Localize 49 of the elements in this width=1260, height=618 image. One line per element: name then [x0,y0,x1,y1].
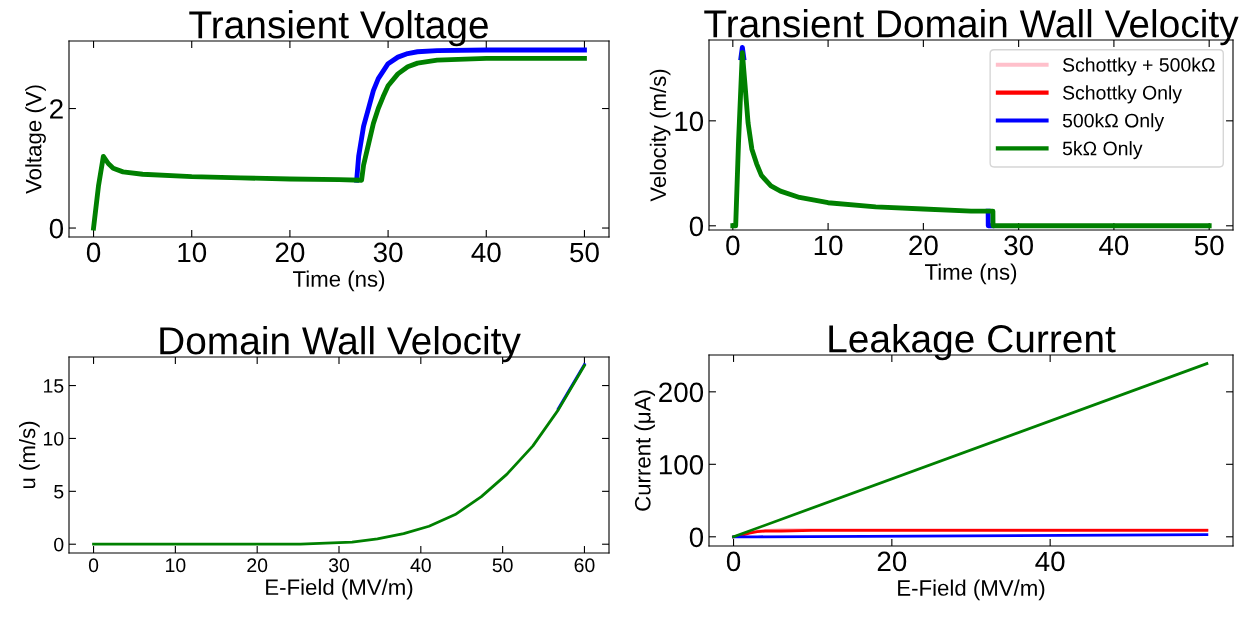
x-tick-label: 20 [247,558,268,573]
legend-label: Schottky Only [1062,85,1182,104]
y-tick-label: 100 [659,454,704,475]
chart-title: Leakage Current [829,324,1116,361]
x-tick-label: 0 [88,558,99,573]
chart-title: Transient Voltage [189,10,488,47]
y-axis-title: Voltage (V) [25,85,46,194]
y-tick-label: 5 [54,485,64,499]
x-tick-label: 0 [726,551,741,572]
y-tick-label: 0 [689,216,704,237]
y-tick-label: 200 [659,382,704,403]
x-axis-title: Time (ns) [293,270,385,292]
x-tick-label: 20 [877,551,907,572]
y-tick-label: 15 [44,379,64,393]
x-tick-label: 40 [471,242,501,263]
y-axis-title: Velocity (m/s) [649,69,671,202]
x-tick-label: 40 [410,558,431,573]
x-axis-title: Time (ns) [925,263,1017,285]
y-axis-title: u (m/s) [19,421,40,489]
x-tick-label: 50 [492,558,513,573]
x-tick-label: 40 [1035,551,1065,572]
y-tick-label: 0 [689,527,704,548]
x-tick-label: 30 [1004,235,1033,256]
x-tick-label: 0 [86,242,101,263]
x-tick-label: 30 [328,558,350,573]
y-tick-label: 0 [49,218,64,239]
chart-title: Domain Wall Velocity [160,326,521,363]
x-tick-label: 20 [275,242,305,263]
x-tick-label: 20 [909,235,938,256]
x-tick-label: 10 [166,558,186,573]
legend-label: 500kΩ Only [1062,113,1165,132]
x-tick-label: 30 [373,242,403,263]
y-tick-label: 10 [675,111,704,132]
x-tick-label: 40 [1099,235,1129,256]
legend-label: Schottky + 500kΩ [1062,57,1215,76]
y-tick-label: 10 [44,431,64,446]
y-axis-title: Current (μA) [634,390,656,511]
x-tick-label: 10 [178,242,207,263]
x-tick-label: 50 [570,242,599,263]
y-tick-label: 2 [50,99,63,119]
x-tick-label: 60 [574,558,595,573]
y-tick-label: 0 [54,537,64,552]
x-axis-title: E-Field (MV/m) [898,579,1045,601]
x-tick-label: 50 [1194,235,1224,256]
x-tick-label: 0 [726,235,740,256]
x-axis-title: E-Field (MV/m) [266,578,413,600]
legend-label: 5kΩ Only [1062,141,1143,160]
x-tick-label: 10 [814,235,843,256]
chart-title: Transient Domain Wall Velocity [704,9,1239,46]
